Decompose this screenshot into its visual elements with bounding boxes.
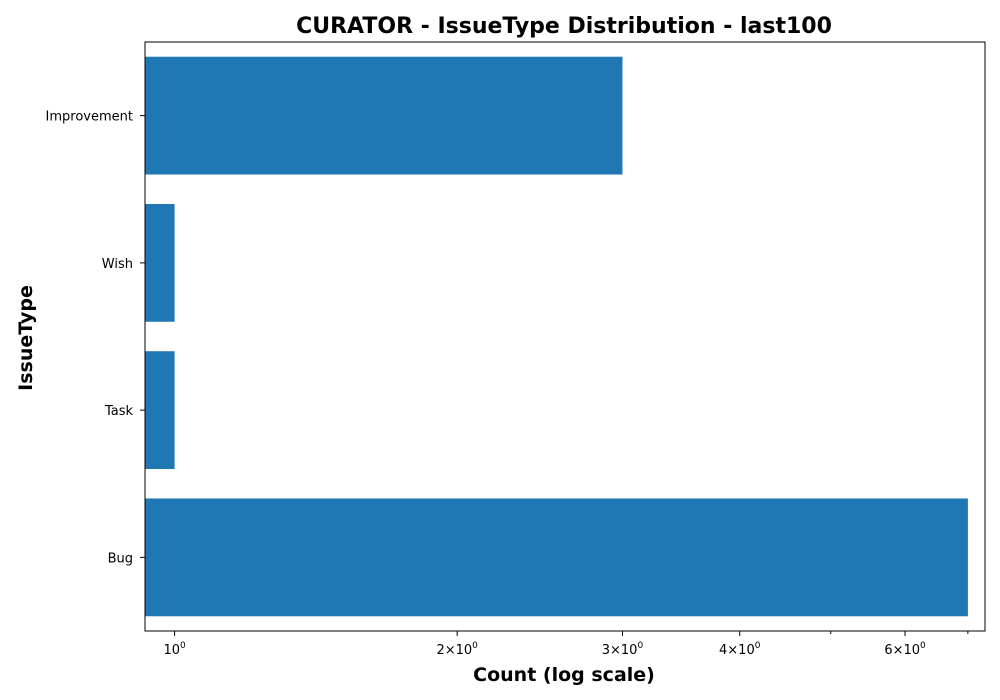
bar-improvement: [145, 56, 623, 175]
plot-frame: [144, 41, 986, 632]
x-axis: 100 2×100 3×100 4×100 6×100: [163, 631, 969, 658]
y-tick-label-bug: Bug: [108, 551, 133, 566]
bars-group: [145, 56, 968, 617]
bar-bug: [145, 498, 968, 617]
x-tick-label: 4×100: [719, 641, 761, 658]
bar-task: [145, 351, 175, 470]
chart-title: CURATOR - IssueType Distribution - last1…: [296, 14, 832, 39]
y-tick-label-improvement: Improvement: [46, 110, 133, 125]
x-tick-label: 100: [163, 641, 186, 658]
y-tick-label-wish: Wish: [102, 257, 133, 272]
x-tick-label: 3×100: [602, 641, 644, 658]
x-tick-label: 6×100: [884, 641, 926, 658]
y-axis: Bug Task Wish Improvement: [46, 110, 145, 566]
bar-wish: [145, 203, 175, 322]
y-tick-label-task: Task: [104, 404, 134, 419]
x-axis-label: Count (log scale): [473, 664, 655, 686]
y-axis-label: IssueType: [15, 285, 37, 391]
x-tick-label: 2×100: [436, 641, 478, 658]
